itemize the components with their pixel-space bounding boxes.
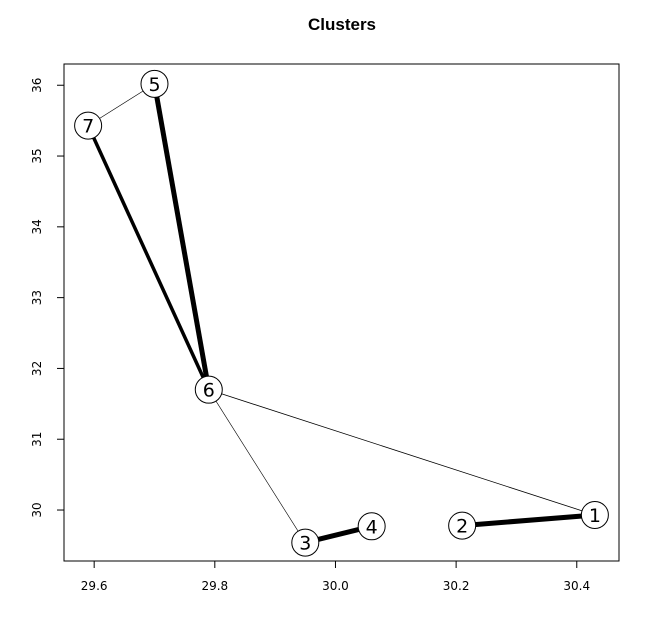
node-label: 1 [589,505,601,527]
y-tick-label: 30 [30,502,44,517]
x-tick-label: 29.6 [81,579,108,593]
chart-title: Clusters [308,15,376,34]
node-label: 5 [148,74,160,96]
node-5: 5 [140,69,169,98]
node-layer: 1 2 3 4 5 6 7 [74,69,609,557]
y-tick-label: 32 [30,361,44,376]
y-tick-label: 35 [30,148,44,163]
x-tick-label: 30.2 [443,579,470,593]
plot-frame [63,63,620,562]
node-2: 2 [448,511,477,540]
node-label: 2 [456,516,468,538]
x-tick-label: 29.8 [201,579,228,593]
y-tick-label: 36 [30,78,44,93]
node-circle [74,111,103,140]
edge-6-7 [86,124,211,391]
node-3: 3 [291,528,320,557]
x-tick-label: 30.4 [563,579,590,593]
x-axis: 29.6 29.8 30.0 30.2 30.4 [81,560,590,593]
node-circle [140,69,169,98]
y-tick-label: 31 [30,432,44,447]
y-tick-label: 34 [30,219,44,234]
node-1: 1 [580,500,609,529]
edge-1-2 [461,512,596,529]
node-label: 7 [82,116,94,138]
y-tick-label: 33 [30,290,44,305]
y-axis: 30 31 32 33 34 35 36 [30,78,65,518]
node-circle [448,511,477,540]
edge-6-3 [208,389,306,543]
node-label: 4 [366,516,378,538]
x-tick-label: 30.0 [322,579,349,593]
node-circle [291,528,320,557]
edge-5-6 [152,83,212,391]
node-circle [580,500,609,529]
node-label: 6 [203,380,215,402]
node-circle [194,375,223,404]
node-circle [357,512,386,541]
edge-6-1 [208,389,595,516]
edge-layer [86,83,596,546]
node-6: 6 [194,375,223,404]
node-4: 4 [357,512,386,541]
node-7: 7 [74,111,103,140]
node-label: 3 [299,533,311,555]
